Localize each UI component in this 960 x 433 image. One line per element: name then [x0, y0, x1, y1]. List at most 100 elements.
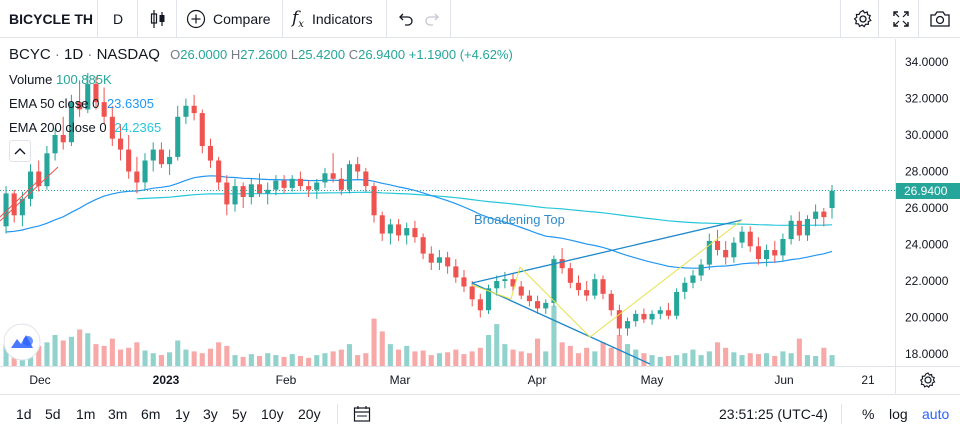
range-3y-button[interactable]: 3y [203, 406, 218, 422]
candle [575, 275, 581, 296]
candle-body [608, 293, 614, 311]
volume-bar [731, 352, 737, 366]
candle [641, 308, 647, 323]
candle-body [551, 259, 557, 303]
clock-timezone-button[interactable]: 23:51:25 (UTC-4) [719, 406, 828, 422]
axis-settings-gear-icon[interactable] [919, 372, 936, 388]
main-series-legend[interactable]: BCYC · 1D · NASDAQ O26.0000 H27.2600 L25… [9, 46, 513, 63]
range-5y-button[interactable]: 5y [232, 406, 247, 422]
volume-bar [101, 345, 107, 366]
range-1d-button[interactable]: 1d [16, 406, 32, 422]
ema50-legend-value: 23.6305 [106, 96, 154, 111]
candle [829, 185, 835, 219]
collapse-legend-button[interactable] [9, 140, 31, 162]
candle [412, 220, 418, 243]
volume-bar [698, 355, 704, 366]
toolbar-divider [840, 0, 841, 38]
candle [649, 310, 655, 325]
log-scale-button[interactable]: log [889, 406, 908, 422]
interval-button[interactable]: D [113, 11, 124, 27]
candle-body [77, 102, 83, 110]
trendline-fragment [0, 166, 59, 222]
candle [772, 240, 778, 263]
legend-high-value: 27.2600 [240, 47, 288, 62]
pattern-lower-line[interactable] [471, 282, 651, 365]
volume-bar [420, 350, 426, 366]
range-5d-button[interactable]: 5d [45, 406, 61, 422]
candle [682, 277, 688, 300]
candle-body [469, 286, 475, 300]
volume-bar [199, 353, 205, 366]
candle-body [306, 186, 312, 190]
tradingview-logo[interactable] [3, 323, 41, 361]
bottombar-divider [841, 404, 842, 424]
volume-bar [346, 344, 352, 366]
toolbar-divider [878, 0, 879, 38]
candle-body [273, 180, 279, 190]
candle [404, 222, 410, 245]
candle-body [346, 164, 352, 190]
volume-bar [371, 318, 377, 366]
candle-body [723, 250, 729, 258]
range-6m-button[interactable]: 6m [141, 406, 161, 422]
snapshot-button[interactable] [929, 0, 951, 38]
auto-scale-button[interactable]: auto [922, 406, 950, 422]
price-chart[interactable]: Broadening Top 34.0000 32.0000 30.0000 28.0… [0, 39, 960, 394]
symbol-search-button[interactable]: BICYCLE TH [9, 11, 93, 27]
fullscreen-button[interactable] [892, 0, 910, 38]
compare-button[interactable]: Compare [186, 0, 271, 38]
volume-bar [477, 347, 483, 366]
volume-bar [559, 342, 565, 366]
ema200-legend[interactable]: EMA 200 close 0 24.2365 [9, 120, 161, 135]
time-axis[interactable]: Dec 2023 Feb Mar Apr May Jun 21 [29, 373, 875, 387]
candle-body [755, 246, 761, 260]
calendar-icon [353, 406, 371, 422]
volume-bar [813, 356, 819, 366]
settings-button[interactable] [853, 0, 873, 38]
broadening-top-pattern[interactable]: Broadening Top [0, 166, 743, 365]
candle-body [363, 171, 369, 187]
candle-body [11, 193, 17, 216]
volume-bar [428, 355, 434, 366]
candle [60, 116, 66, 150]
candle [543, 299, 549, 314]
chart-style-button[interactable] [149, 0, 167, 38]
legend-exchange: NASDAQ [96, 46, 160, 63]
volume-bar [207, 348, 213, 366]
candle-body [584, 290, 590, 296]
candle-body [330, 173, 336, 179]
goto-date-button[interactable] [353, 405, 371, 428]
volume-legend-label: Volume [9, 72, 53, 87]
candle [142, 153, 148, 190]
candle-body [453, 266, 459, 278]
volume-bar [126, 347, 132, 366]
candle [77, 80, 83, 117]
candle [297, 171, 303, 190]
range-1m-button[interactable]: 1m [76, 406, 96, 422]
undo-button[interactable] [396, 0, 414, 38]
pattern-upper-line[interactable] [471, 219, 743, 284]
volume-bar [600, 342, 606, 366]
chart-pane[interactable]: Broadening Top 34.0000 32.0000 30.0000 28.0… [0, 39, 960, 394]
volume-bar [755, 354, 761, 366]
percent-scale-button[interactable]: % [862, 406, 875, 422]
range-3m-button[interactable]: 3m [108, 406, 128, 422]
indicators-button[interactable]: fx Indicators [292, 0, 373, 38]
bottombar-divider [337, 404, 338, 424]
volume-bar [494, 324, 500, 366]
candle-body [445, 257, 451, 267]
ema50-legend[interactable]: EMA 50 close 0 23.6305 [9, 96, 154, 111]
range-1y-button[interactable]: 1y [175, 406, 190, 422]
redo-button[interactable] [424, 0, 442, 38]
candle-body [747, 231, 753, 247]
toolbar-divider [386, 0, 387, 38]
price-axis[interactable]: 34.0000 32.0000 30.0000 28.0000 26.0000 24.00… [905, 55, 949, 361]
volume-bar [665, 356, 671, 366]
range-10y-button[interactable]: 10y [261, 406, 284, 422]
volume-bar [167, 352, 173, 366]
volume-legend[interactable]: Volume 100.885K [9, 72, 112, 87]
range-20y-button[interactable]: 20y [298, 406, 321, 422]
toolbar-divider [97, 0, 98, 38]
candle [796, 211, 802, 241]
candle-body [199, 113, 205, 146]
